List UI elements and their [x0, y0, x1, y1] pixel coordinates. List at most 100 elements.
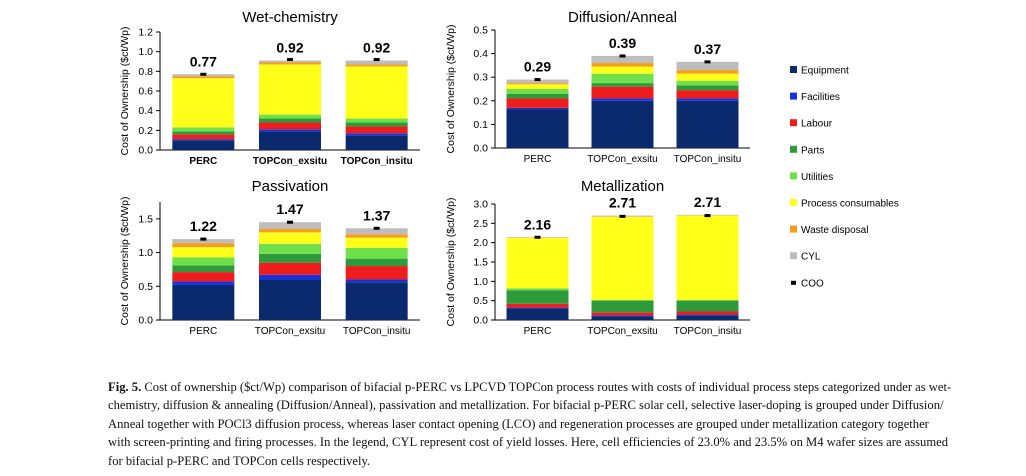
- total-label: 0.29: [524, 59, 551, 75]
- bar-segment-utilities: [506, 288, 569, 291]
- total-label: 2.71: [609, 195, 636, 211]
- y-tick-label: 0.5: [473, 25, 488, 37]
- bar-segment-parts: [345, 122, 408, 127]
- y-tick-label: 1.0: [473, 276, 488, 288]
- y-tick-label: 0.3: [473, 72, 488, 84]
- bar-segment-utilities: [676, 299, 739, 301]
- bar-segment-equipment: [259, 131, 321, 150]
- bar-segment-waste-disposal: [172, 243, 235, 248]
- legend-label-coo: COO: [801, 278, 824, 289]
- coo-marker: [373, 58, 380, 62]
- y-tick-label: 0.2: [473, 95, 488, 107]
- legend-swatch-cyl: [790, 252, 797, 260]
- x-tick-label: TOPCon_insitu: [674, 154, 742, 165]
- bar-segment-labour: [345, 126, 408, 134]
- legend-label-process-consumables: Process consumables: [801, 199, 899, 210]
- bar-segment-equipment: [172, 140, 235, 150]
- bar-segment-process-consumables: [591, 216, 654, 300]
- bar-segment-labour: [591, 86, 654, 99]
- x-tick-label: TOPCon_exsitu: [587, 326, 657, 337]
- total-label: 2.16: [524, 216, 551, 232]
- bar-segment-equipment: [172, 284, 235, 320]
- bar-segment-parts: [259, 253, 321, 263]
- legend-swatch-coo: [791, 280, 796, 285]
- figure: Wet-chemistry Cost of Ownership ($ct/Wp) 0…: [119, 9, 899, 337]
- bar-segment-facilities: [506, 107, 569, 110]
- coo-marker: [704, 214, 711, 218]
- bar-segment-facilities: [506, 307, 569, 309]
- total-label: 0.92: [363, 40, 390, 56]
- bar-segment-waste-disposal: [259, 228, 321, 233]
- caption-line-3: Anneal together with POCl3 diffusion pro…: [108, 416, 929, 431]
- chart-title-metallization: Metallization: [581, 178, 664, 195]
- caption-label: Fig. 5.: [108, 380, 142, 394]
- legend-label-cyl: CYL: [801, 252, 821, 263]
- y-tick-label: 0.0: [138, 315, 153, 327]
- y-tick-label: 0.6: [138, 86, 153, 98]
- x-tick-label: TOPCon_exsitu: [253, 156, 327, 167]
- caption-line-4: with screen-printing and firing processe…: [108, 435, 949, 450]
- y-tick-label: 0.5: [138, 281, 153, 293]
- bar-segment-cyl: [259, 222, 321, 229]
- bar-segment-parts: [676, 85, 739, 91]
- bar-segment-utilities: [259, 243, 321, 254]
- bar-segment-waste-disposal: [506, 83, 569, 85]
- bar-segment-labour: [259, 262, 321, 275]
- bar-segment-equipment: [591, 316, 654, 320]
- legend-label-utilities: Utilities: [801, 172, 833, 183]
- y-tick-label: 1.5: [138, 213, 153, 225]
- bar-segment-utilities: [345, 247, 408, 259]
- legend-swatch-facilities: [790, 92, 797, 100]
- coo-marker: [704, 60, 711, 64]
- legend-label-equipment: Equipment: [801, 66, 849, 77]
- x-tick-label: PERC: [524, 326, 552, 337]
- total-label: 0.77: [190, 53, 217, 69]
- bar-segment-cyl: [591, 55, 654, 64]
- bar-segment-process-consumables: [676, 73, 739, 81]
- bar-segment-equipment: [506, 109, 569, 148]
- y-tick-label: 0.0: [473, 315, 488, 327]
- bar-segment-labour: [676, 311, 739, 315]
- legend-label-facilities: Facilities: [801, 92, 840, 103]
- y-tick-label: 1.2: [138, 27, 153, 39]
- bar-segment-process-consumables: [506, 84, 569, 89]
- bar-segment-labour: [172, 272, 235, 282]
- bar-segment-cyl: [172, 239, 235, 244]
- bar-segment-parts: [506, 290, 569, 304]
- bar-segment-equipment: [345, 282, 408, 320]
- total-label: 1.47: [276, 201, 303, 217]
- bar-segment-cyl: [345, 60, 408, 65]
- chart-title-wet-chemistry: Wet-chemistry: [242, 9, 338, 26]
- y-axis-label-diffusion-anneal: Cost of Ownership ($ct/Wp): [445, 25, 457, 154]
- coo-marker: [287, 58, 293, 62]
- bar-segment-cyl: [506, 79, 569, 84]
- x-tick-label: TOPCon_exsitu: [587, 154, 657, 165]
- x-tick-label: TOPCon_insitu: [674, 326, 742, 337]
- legend-label-parts: Parts: [801, 145, 824, 156]
- legend-swatch-utilities: [790, 172, 797, 180]
- bar-segment-cyl: [345, 228, 408, 235]
- bar-segment-utilities: [172, 127, 235, 132]
- bar-segment-cyl: [676, 61, 739, 71]
- coo-marker: [287, 220, 293, 224]
- bar-segment-facilities: [345, 279, 408, 283]
- y-axis-label-metallization: Cost of Ownership ($ct/Wp): [445, 198, 457, 327]
- bar-segment-facilities: [676, 98, 739, 101]
- x-tick-label: PERC: [189, 326, 217, 337]
- legend-swatch-labour: [790, 119, 797, 127]
- x-tick-label: TOPCon_insitu: [341, 156, 413, 167]
- bar-segment-waste-disposal: [345, 64, 408, 67]
- y-tick-label: 0.4: [473, 48, 488, 60]
- bar-segment-waste-disposal: [591, 63, 654, 67]
- bar-segment-parts: [259, 118, 321, 123]
- bar-segment-parts: [676, 300, 739, 312]
- bar-segment-facilities: [676, 314, 739, 316]
- y-axis-label-wet-chemistry: Cost of Ownership ($ct/Wp): [119, 27, 131, 156]
- y-tick-label: 0.2: [138, 125, 153, 137]
- coo-marker: [619, 214, 626, 218]
- bar-segment-waste-disposal: [259, 62, 321, 65]
- caption-line-2: chemistry, diffusion & annealing (Diffus…: [108, 398, 944, 413]
- bar-segment-process-consumables: [259, 232, 321, 244]
- y-tick-label: 0.5: [473, 295, 488, 307]
- coo-marker: [200, 72, 207, 76]
